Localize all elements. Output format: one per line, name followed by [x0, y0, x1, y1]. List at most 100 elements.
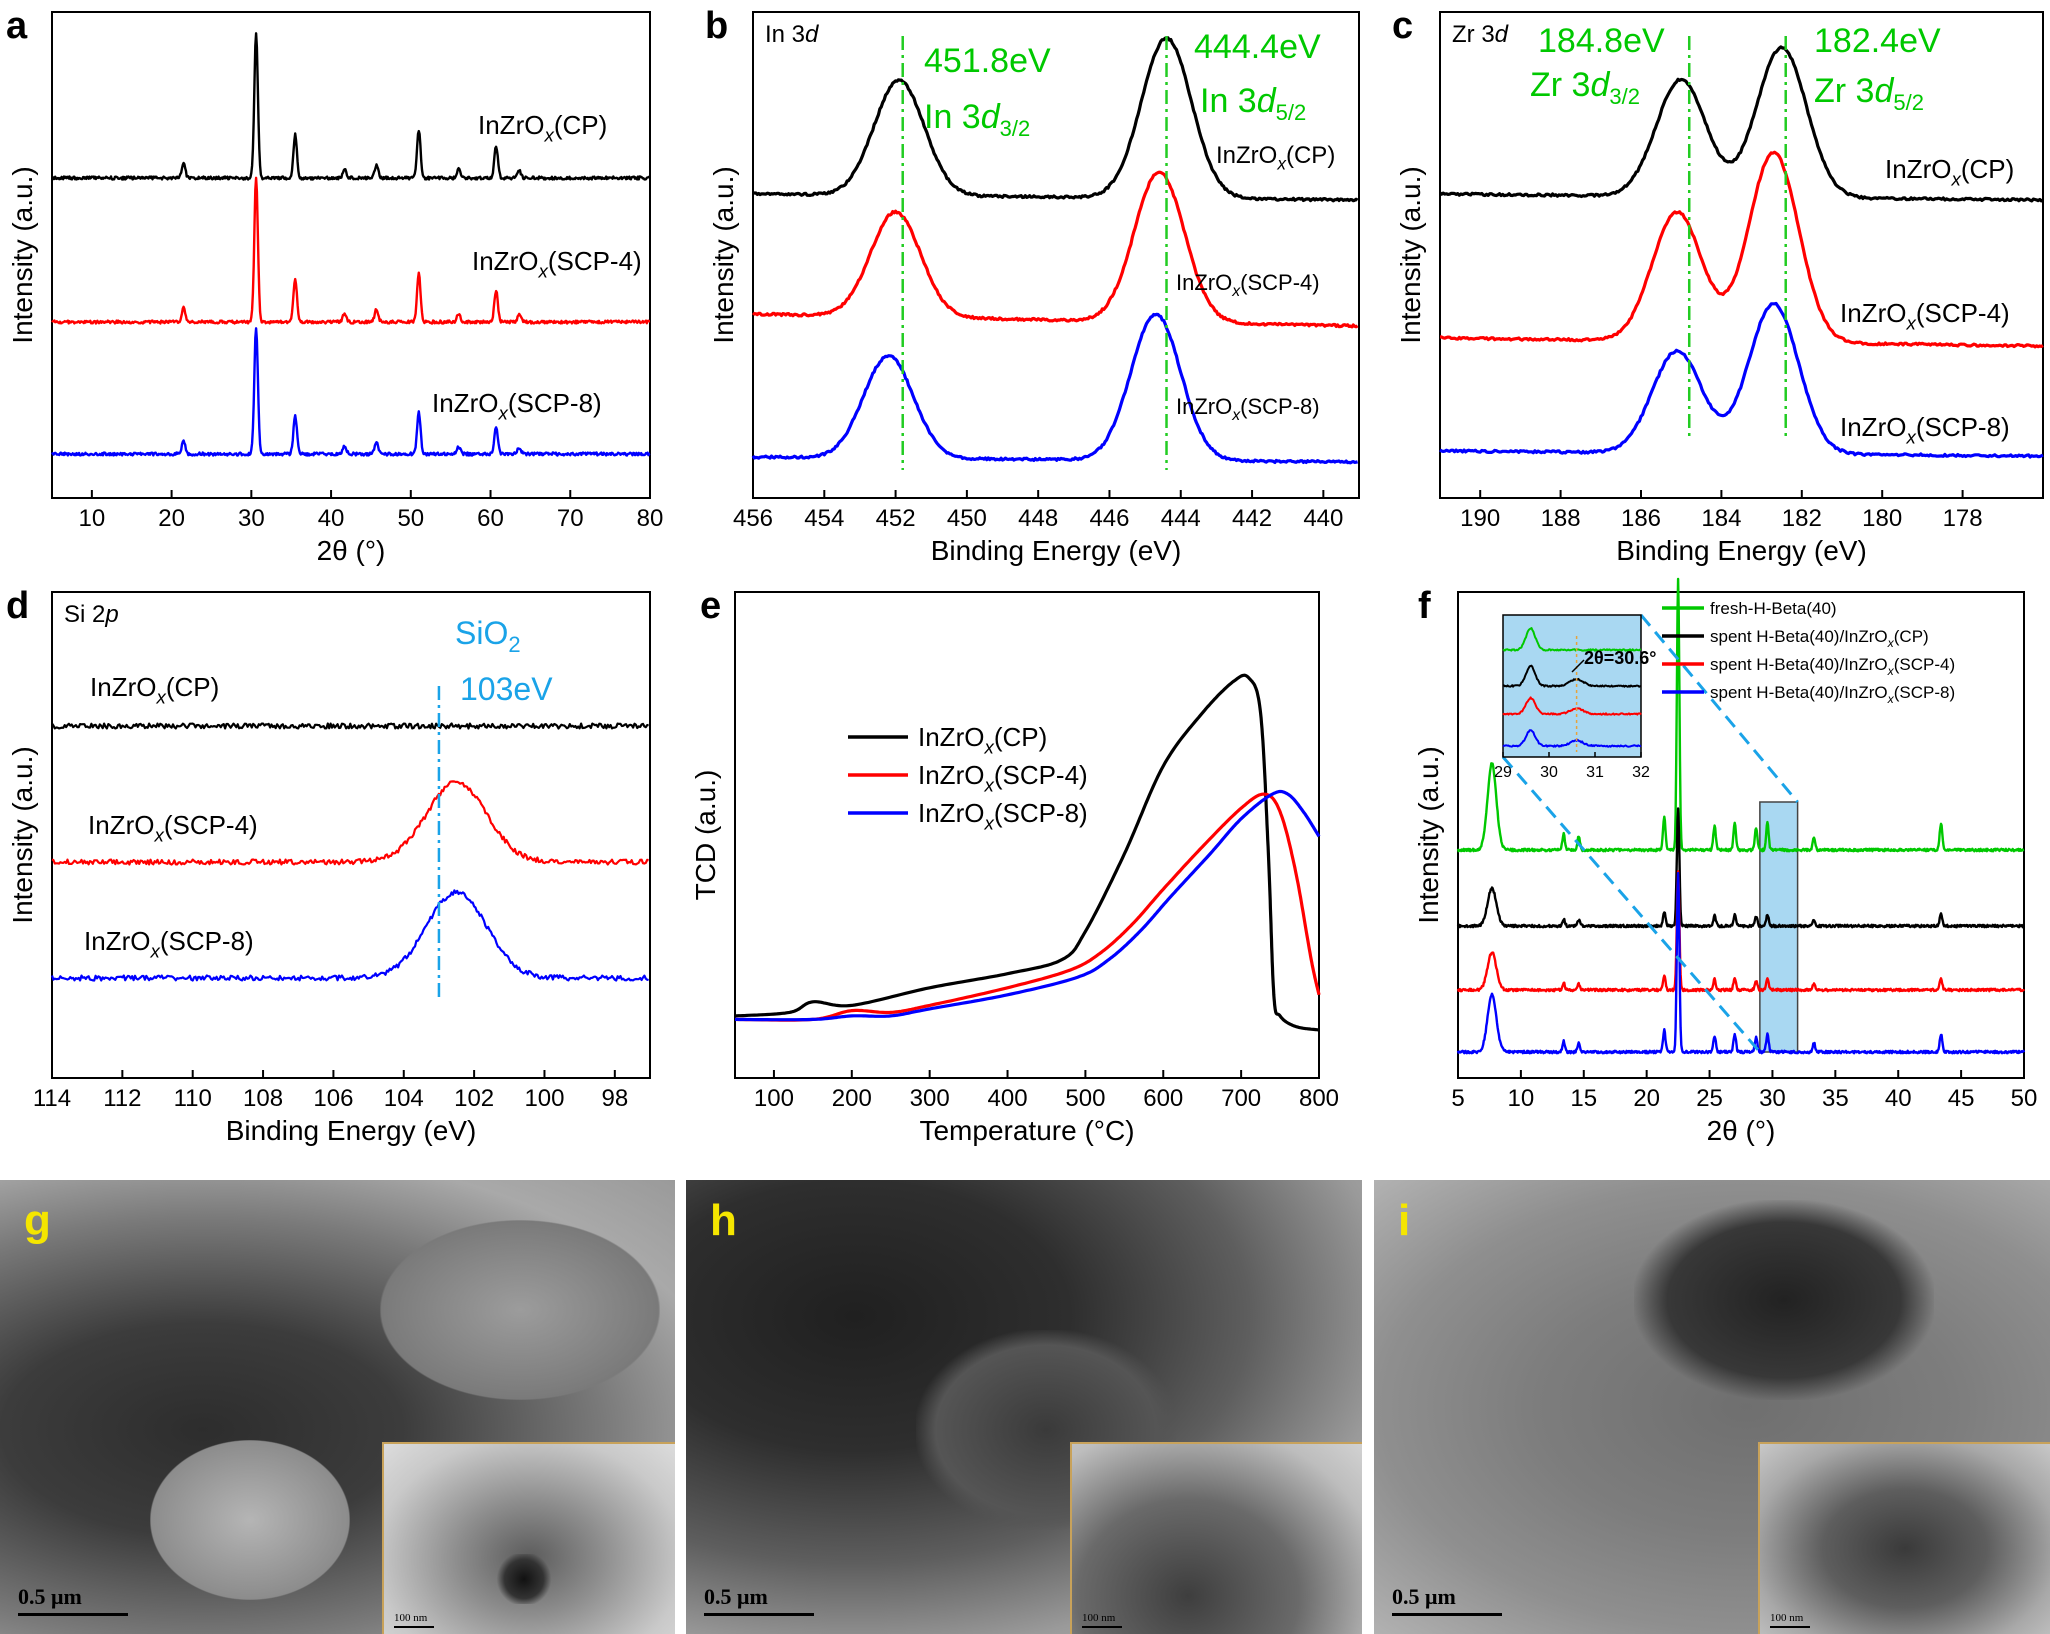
series-label: InZrOx(SCP-8): [1840, 412, 2010, 447]
x-tick-label: 452: [876, 505, 916, 532]
x-tick-label: 456: [733, 505, 773, 532]
inset-annotation: 2θ=30.6°: [1584, 648, 1656, 668]
inset-image-i: 100 nm: [1758, 1442, 2050, 1634]
x-tick-label: 600: [1143, 1085, 1183, 1112]
panel-letter-h: h: [710, 1196, 737, 1245]
region-label: In 3d: [765, 21, 819, 48]
peak-assignment-label: In 3d3/2: [924, 98, 1030, 141]
series-label: InZrOx(SCP-4): [1176, 270, 1320, 300]
x-tick-label: 800: [1299, 1085, 1339, 1112]
inset-image-h: 100 nm: [1070, 1442, 1362, 1634]
x-tick-label: 15: [1570, 1085, 1597, 1112]
y-axis-title: Intensity (a.u.): [7, 746, 38, 923]
series-label: InZrOx(CP): [1885, 154, 2014, 189]
series-line: [1456, 871, 2026, 1055]
x-axis-title: Binding Energy (eV): [931, 535, 1182, 566]
peak-energy-label: 182.4eV: [1814, 22, 1941, 60]
x-axis-title: 2θ (°): [1707, 1115, 1776, 1146]
panel-letter: d: [6, 585, 29, 627]
series-label: InZrOx(SCP-4): [1840, 298, 2010, 333]
x-tick-label: 5: [1451, 1085, 1464, 1112]
panel-letter: e: [700, 585, 721, 627]
chart-panel-c: 190 188 186 184 182 180 178 Binding Energy (eV)…: [1392, 5, 2044, 566]
scale-bar-label: 0.5 μm: [704, 1584, 768, 1609]
series-label: InZrOx(CP): [90, 672, 219, 707]
x-tick-label: 446: [1089, 505, 1129, 532]
x-tick-label: 442: [1232, 505, 1272, 532]
peak-energy-label: 184.8eV: [1538, 22, 1665, 60]
x-tick-label: 50: [2011, 1085, 2038, 1112]
x-tick-label: 180: [1862, 505, 1902, 532]
series-line: [1438, 45, 2044, 203]
x-axis-title: Temperature (°C): [919, 1115, 1134, 1146]
series-line: [1456, 577, 2025, 853]
inset-series-line: [1502, 627, 1642, 652]
zoom-connector: [1639, 614, 1799, 803]
reference-label: SiO2: [455, 615, 521, 657]
x-tick-label: 108: [243, 1085, 283, 1112]
series-label: InZrOx(CP): [1216, 142, 1335, 174]
x-tick-label: 448: [1018, 505, 1058, 532]
reference-energy-label: 103eV: [460, 671, 553, 707]
series-line: [1439, 150, 2044, 349]
x-tick-label: 106: [313, 1085, 353, 1112]
inset-series-line: [1502, 696, 1642, 716]
zoom-connector: [1501, 756, 1761, 1053]
x-tick-label: 10: [1508, 1085, 1535, 1112]
series-line: [1456, 807, 2025, 929]
x-tick-label: 444: [1161, 505, 1201, 532]
y-axis-title: TCD (a.u.): [690, 770, 721, 901]
inset-scale-bar: [1770, 1626, 1810, 1628]
panel-letter: a: [6, 5, 28, 47]
y-axis-title: Intensity (a.u.): [7, 166, 38, 343]
series-label: spent H-Beta(40)/InZrOx(SCP-4): [1710, 655, 1955, 678]
series-line: [51, 176, 651, 325]
x-tick-label: 100: [754, 1085, 794, 1112]
series-line: [1439, 301, 2044, 459]
x-tick-label: 40: [1885, 1085, 1912, 1112]
x-tick-label: 25: [1696, 1085, 1723, 1112]
plot-frame: [752, 11, 1360, 499]
plot-frame: [1457, 591, 2025, 1079]
series-line: [752, 170, 1359, 329]
y-axis-title: Intensity (a.u.): [1395, 166, 1426, 343]
x-tick-label: 30: [238, 505, 265, 532]
panel-letter-i: i: [1398, 1196, 1411, 1245]
series-label: InZrOx(CP): [478, 110, 607, 145]
series-label: spent H-Beta(40)/InZrOx(CP): [1710, 627, 1929, 650]
series-line: [734, 673, 1320, 1032]
x-tick-label: 100: [524, 1085, 564, 1112]
x-tick-label: 102: [454, 1085, 494, 1112]
series-line: [51, 32, 651, 181]
peak-assignment-label: Zr 3d3/2: [1530, 66, 1640, 109]
x-tick-label: 300: [910, 1085, 950, 1112]
x-tick-label: 98: [601, 1085, 628, 1112]
series-label: fresh-H-Beta(40): [1710, 599, 1837, 618]
plot-frame: [51, 11, 651, 499]
x-tick-label: 104: [384, 1085, 424, 1112]
panel-letter: f: [1418, 585, 1431, 627]
series-line: [1456, 870, 2025, 993]
x-tick-label: 50: [397, 505, 424, 532]
x-tick-label: 200: [832, 1085, 872, 1112]
series-label: spent H-Beta(40)/InZrOx(SCP-8): [1710, 683, 1955, 706]
x-tick-label: 114: [33, 1085, 71, 1112]
x-tick-label: 10: [79, 505, 106, 532]
inset-series-line: [1502, 729, 1642, 748]
series-line: [51, 722, 649, 730]
inset-image-g: 100 nm: [382, 1442, 675, 1634]
inset-x-tick-label: 30: [1540, 764, 1558, 781]
series-label: InZrOx(CP): [918, 722, 1047, 757]
x-tick-label: 110: [174, 1085, 212, 1112]
x-tick-label: 178: [1943, 505, 1983, 532]
panel-letter-g: g: [24, 1196, 51, 1245]
plot-frame: [51, 591, 651, 1079]
inset-scale-bar-label: 100 nm: [1770, 1612, 1804, 1624]
chart-panel-d: 114 112 110 108 106 104 102 100 98 Binding Energy…: [6, 585, 651, 1146]
region-label: Si 2p: [64, 601, 119, 628]
inset-arrow: [1571, 659, 1585, 673]
series-label: InZrOx(SCP-8): [1176, 394, 1320, 424]
x-tick-label: 454: [804, 505, 844, 532]
series-label: InZrOx(SCP-8): [84, 926, 254, 961]
